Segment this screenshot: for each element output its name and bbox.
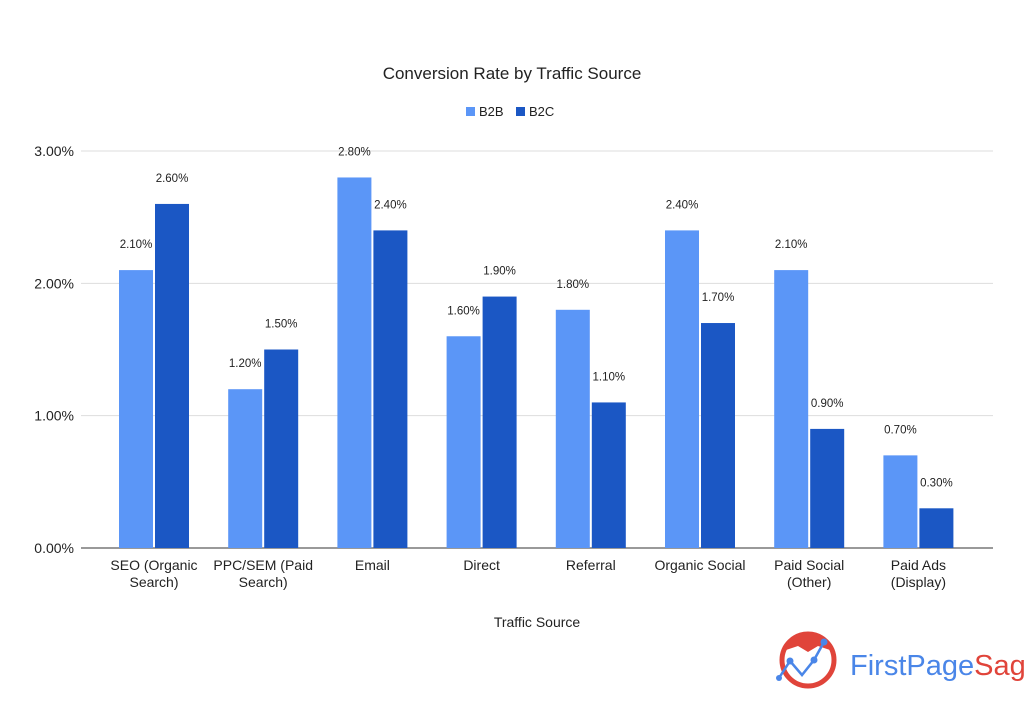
bar-b2c [264, 349, 299, 548]
y-tick-label: 0.00% [34, 540, 74, 556]
data-label: 1.20% [229, 358, 262, 370]
data-label: 2.10% [775, 239, 808, 251]
x-tick-label: Search) [129, 574, 178, 590]
data-label: 0.70% [884, 424, 917, 436]
x-tick-label: Paid Ads [891, 557, 946, 573]
x-tick-label: SEO (Organic [110, 557, 197, 573]
logo-ring-icon [779, 631, 837, 689]
bar-b2b [774, 270, 809, 548]
x-tick-label: Email [355, 557, 390, 573]
logo-line-icon [777, 641, 826, 679]
logo-heart-icon [786, 635, 830, 652]
data-label: 1.10% [592, 371, 625, 383]
y-tick-label: 3.00% [34, 143, 74, 159]
bar-b2b [119, 270, 153, 548]
data-label: 1.90% [483, 266, 516, 278]
logo-text: FirstPageSage [850, 650, 1024, 682]
y-tick-label: 1.00% [34, 408, 74, 424]
bar-b2c [155, 203, 189, 548]
x-tick-label: Search) [239, 574, 288, 590]
data-label: 2.40% [374, 199, 407, 211]
bar-b2b [228, 389, 263, 548]
x-tick-label: Direct [463, 557, 500, 573]
bar-b2b [446, 336, 481, 548]
bar-b2c [591, 402, 626, 548]
data-label: 2.60% [156, 173, 189, 185]
legend-label-b2b: B2B [479, 104, 504, 119]
x-axis-title: Traffic Source [494, 614, 581, 630]
data-label: 1.60% [447, 305, 480, 317]
bar-b2c [482, 296, 517, 548]
bar-b2b [555, 309, 590, 548]
bar-b2b [665, 230, 699, 548]
data-label: 2.10% [120, 239, 153, 251]
legend-swatch-b2b [466, 107, 475, 116]
x-tick-label: Organic Social [654, 557, 745, 573]
data-label: 2.80% [338, 146, 371, 158]
bars: 2.10% 2.60% 1.20% 1.50% 2.80% 2.40% 1.60% 1.90%… [119, 146, 954, 548]
legend: B2B B2C [466, 104, 554, 119]
data-label: 0.90% [811, 398, 844, 410]
y-tick-label: 2.00% [34, 275, 74, 291]
chart-title: Conversion Rate by Traffic Source [383, 64, 642, 83]
legend-swatch-b2c [516, 107, 525, 116]
bar-b2c [373, 230, 408, 548]
bar-b2c [919, 508, 954, 548]
data-label: 1.70% [702, 292, 735, 304]
data-label: 0.30% [920, 477, 953, 489]
bar-b2b [883, 455, 918, 548]
x-tick-label: (Display) [891, 574, 946, 590]
gridlines: 0.00% 1.00% 2.00% 3.00% [34, 143, 993, 556]
data-label: 1.50% [265, 319, 298, 331]
logo: FirstPageSage [776, 631, 1024, 689]
bar-b2b [337, 177, 372, 548]
bar-b2c [701, 323, 735, 548]
x-tick-label: Referral [566, 557, 616, 573]
x-tick-label: (Other) [787, 574, 831, 590]
data-label: 1.80% [556, 279, 589, 291]
data-label: 2.40% [666, 199, 699, 211]
bar-b2c [810, 428, 845, 548]
x-tick-label: PPC/SEM (Paid [213, 557, 313, 573]
x-tick-label: Paid Social [774, 557, 844, 573]
legend-label-b2c: B2C [529, 104, 554, 119]
